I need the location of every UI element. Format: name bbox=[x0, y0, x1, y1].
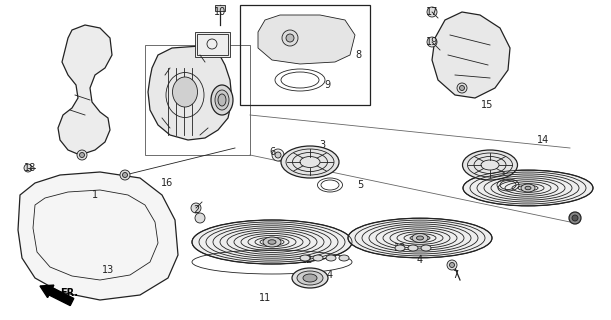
Text: 18: 18 bbox=[24, 163, 36, 173]
Circle shape bbox=[457, 83, 467, 93]
Text: 14: 14 bbox=[537, 135, 549, 145]
Ellipse shape bbox=[292, 268, 328, 288]
Circle shape bbox=[450, 262, 455, 268]
Circle shape bbox=[120, 170, 130, 180]
Ellipse shape bbox=[417, 236, 423, 240]
Circle shape bbox=[282, 30, 298, 46]
Text: 13: 13 bbox=[102, 265, 114, 275]
Polygon shape bbox=[58, 25, 112, 155]
Polygon shape bbox=[148, 46, 232, 140]
Text: 3: 3 bbox=[319, 140, 325, 150]
Ellipse shape bbox=[281, 146, 339, 178]
Text: 1: 1 bbox=[92, 190, 98, 200]
Text: 12: 12 bbox=[394, 243, 406, 253]
Text: 11: 11 bbox=[259, 293, 271, 303]
Ellipse shape bbox=[395, 245, 405, 251]
Circle shape bbox=[447, 260, 457, 270]
Circle shape bbox=[272, 149, 284, 161]
Text: 8: 8 bbox=[355, 50, 361, 60]
Circle shape bbox=[286, 34, 294, 42]
Ellipse shape bbox=[463, 150, 518, 180]
Circle shape bbox=[275, 152, 281, 158]
Ellipse shape bbox=[339, 255, 349, 261]
Text: 7: 7 bbox=[452, 270, 458, 280]
Circle shape bbox=[427, 37, 437, 47]
Text: 16: 16 bbox=[161, 178, 173, 188]
Circle shape bbox=[191, 203, 201, 213]
Ellipse shape bbox=[313, 255, 323, 261]
Text: 6: 6 bbox=[269, 147, 275, 157]
Ellipse shape bbox=[348, 218, 492, 258]
Ellipse shape bbox=[421, 245, 431, 251]
Circle shape bbox=[122, 172, 128, 178]
Ellipse shape bbox=[521, 184, 535, 192]
Text: 4: 4 bbox=[417, 255, 423, 265]
Ellipse shape bbox=[211, 85, 233, 115]
Bar bbox=[195, 32, 230, 57]
Text: 2: 2 bbox=[193, 205, 199, 215]
Bar bbox=[215, 5, 225, 11]
Ellipse shape bbox=[326, 255, 336, 261]
Ellipse shape bbox=[263, 237, 281, 247]
Circle shape bbox=[195, 213, 205, 223]
Text: 5: 5 bbox=[357, 180, 363, 190]
Ellipse shape bbox=[192, 220, 352, 264]
Bar bbox=[145, 45, 250, 155]
Polygon shape bbox=[258, 15, 355, 64]
Ellipse shape bbox=[218, 94, 226, 106]
Ellipse shape bbox=[569, 212, 581, 224]
Bar bbox=[240, 5, 370, 105]
Text: 4: 4 bbox=[572, 213, 578, 223]
Polygon shape bbox=[432, 12, 510, 98]
Text: 17: 17 bbox=[426, 7, 438, 17]
Circle shape bbox=[77, 150, 87, 160]
FancyArrow shape bbox=[40, 285, 74, 306]
Text: 5: 5 bbox=[507, 165, 513, 175]
Ellipse shape bbox=[463, 170, 593, 206]
Ellipse shape bbox=[303, 274, 317, 282]
Text: 19: 19 bbox=[426, 37, 438, 47]
Text: FR.: FR. bbox=[60, 288, 78, 298]
Ellipse shape bbox=[172, 77, 197, 107]
Text: 10: 10 bbox=[214, 7, 226, 17]
Ellipse shape bbox=[297, 271, 323, 285]
Circle shape bbox=[24, 164, 32, 172]
Text: 15: 15 bbox=[481, 100, 493, 110]
Text: 4: 4 bbox=[327, 270, 333, 280]
Ellipse shape bbox=[572, 215, 578, 221]
Ellipse shape bbox=[525, 186, 531, 190]
Circle shape bbox=[79, 153, 84, 157]
Ellipse shape bbox=[268, 240, 276, 244]
Text: 12: 12 bbox=[301, 255, 313, 265]
Ellipse shape bbox=[408, 245, 418, 251]
Bar bbox=[197, 34, 228, 55]
Circle shape bbox=[427, 7, 437, 17]
Ellipse shape bbox=[300, 255, 310, 261]
Ellipse shape bbox=[215, 90, 229, 110]
Polygon shape bbox=[18, 172, 178, 300]
Ellipse shape bbox=[412, 234, 428, 243]
Text: 9: 9 bbox=[324, 80, 330, 90]
Circle shape bbox=[459, 85, 464, 91]
